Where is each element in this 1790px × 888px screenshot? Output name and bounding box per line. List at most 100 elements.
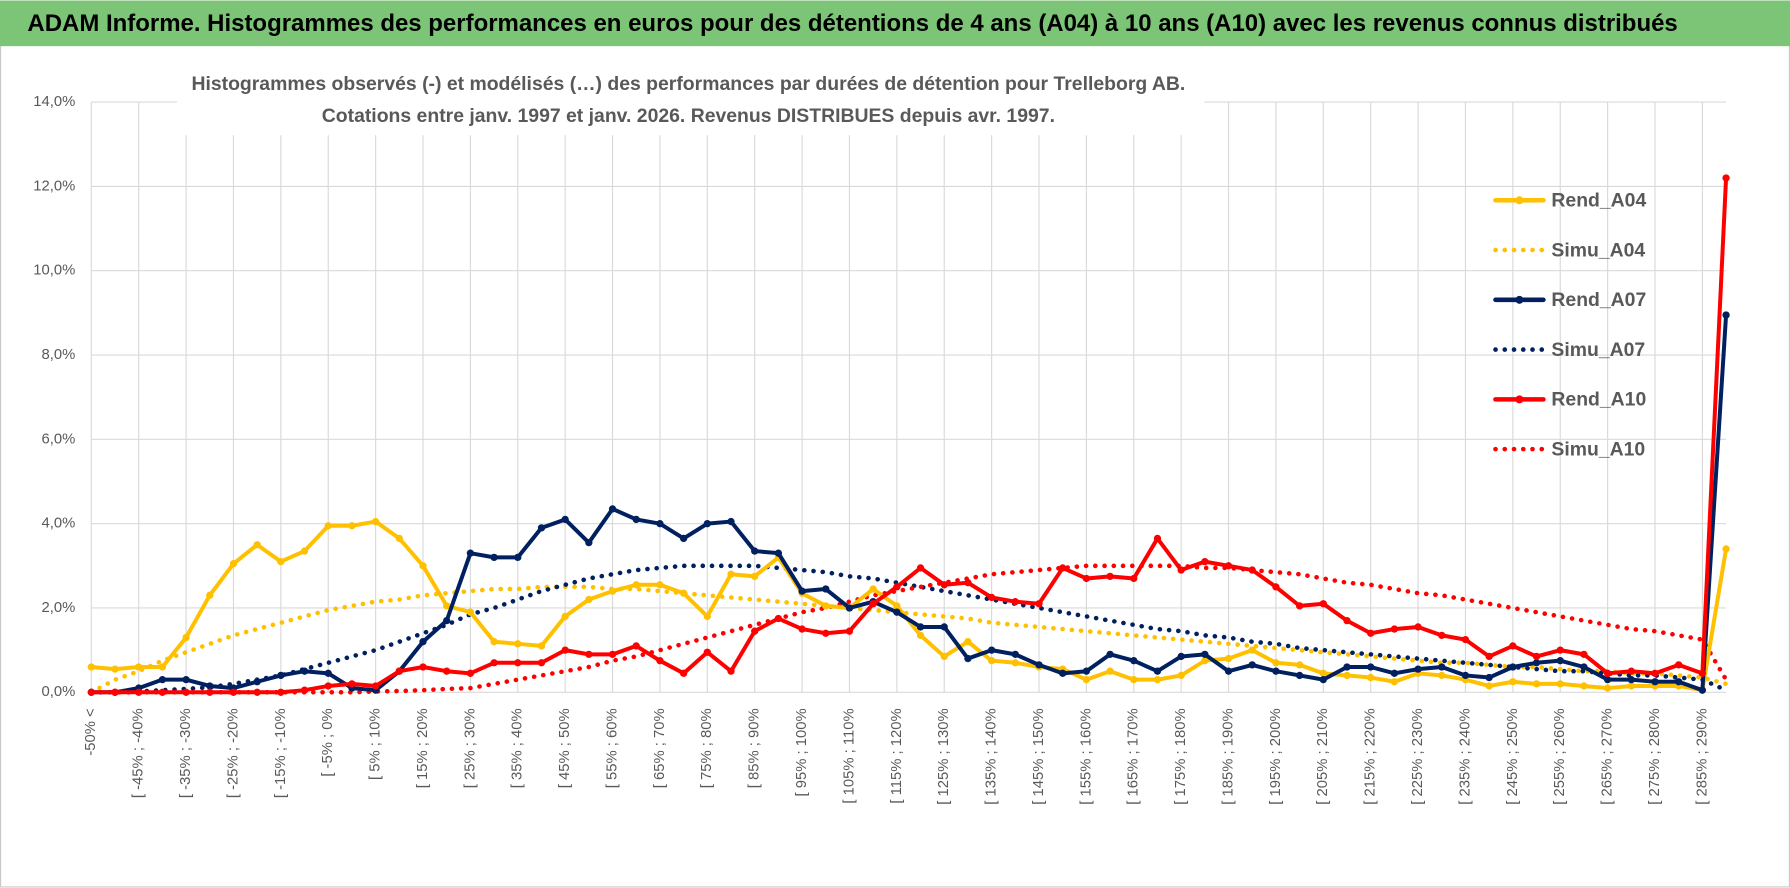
data-point xyxy=(1603,675,1612,684)
data-point xyxy=(1367,673,1375,682)
data-point xyxy=(1675,661,1683,669)
series-line xyxy=(89,584,1729,695)
data-point xyxy=(300,686,309,694)
data-point xyxy=(1627,675,1635,684)
data-point xyxy=(940,581,948,589)
x-tick-label: [ 285% ; 290% xyxy=(1694,708,1710,804)
data-point xyxy=(514,659,522,667)
data-point xyxy=(1224,654,1233,663)
x-tick-label: [ 165% ; 170% xyxy=(1126,708,1142,804)
x-tick-label: [ 45% ; 50% xyxy=(557,708,573,788)
x-tick-label: [ 105% ; 110% xyxy=(841,708,857,803)
data-point xyxy=(869,600,877,608)
data-point xyxy=(1485,673,1493,682)
data-point xyxy=(751,547,759,555)
y-tick-label: 12,0% xyxy=(33,178,75,194)
data-point xyxy=(443,616,451,625)
data-point xyxy=(253,678,261,686)
data-point xyxy=(1153,675,1162,684)
data-point xyxy=(1248,646,1256,654)
data-point xyxy=(324,682,332,690)
data-point xyxy=(1248,661,1256,669)
y-tick-label: 14,0% xyxy=(33,94,75,110)
data-point xyxy=(1201,657,1209,665)
x-tick-label: [ 135% ; 140% xyxy=(984,708,1000,804)
data-point xyxy=(585,538,593,547)
data-point xyxy=(324,522,332,530)
x-tick-label: [ 25% ; 30% xyxy=(462,708,478,788)
legend-label: Rend_A10 xyxy=(1551,389,1646,411)
data-point xyxy=(1390,625,1399,633)
data-point xyxy=(87,688,95,696)
data-point xyxy=(158,663,167,671)
data-point xyxy=(727,570,735,578)
data-point xyxy=(1295,661,1304,669)
data-point xyxy=(135,663,143,671)
x-tick-label: [ 145% ; 150% xyxy=(1031,708,1047,804)
data-point xyxy=(632,581,640,589)
data-point xyxy=(869,585,877,593)
data-point xyxy=(1201,557,1209,566)
x-tick-label: [ 215% ; 220% xyxy=(1363,708,1379,804)
data-point xyxy=(1011,659,1019,667)
x-tick-label: [ 15% ; 20% xyxy=(415,708,431,788)
data-point xyxy=(1319,675,1327,684)
data-point xyxy=(561,646,569,654)
x-tick-label: [ 85% ; 90% xyxy=(747,708,763,788)
data-point xyxy=(253,688,261,696)
data-point xyxy=(1201,650,1209,659)
data-point xyxy=(395,667,403,675)
data-point xyxy=(964,579,972,587)
data-point xyxy=(229,688,238,696)
data-point xyxy=(158,675,167,684)
data-point xyxy=(87,663,95,671)
data-point xyxy=(1603,684,1612,692)
x-tick-label: [ 75% ; 80% xyxy=(699,708,715,788)
data-point xyxy=(1556,657,1564,665)
data-point xyxy=(987,646,996,654)
data-point xyxy=(466,549,475,557)
data-point xyxy=(111,688,119,696)
data-point xyxy=(371,682,380,690)
data-point xyxy=(1177,566,1185,574)
data-point xyxy=(1272,667,1280,675)
data-point xyxy=(1177,652,1185,661)
data-point xyxy=(1224,667,1233,675)
x-tick-label: [ 225% ; 230% xyxy=(1410,708,1426,804)
data-point xyxy=(916,623,925,631)
data-point xyxy=(916,631,925,640)
data-point xyxy=(514,640,522,648)
x-tick-label: [ -15% ; -10% xyxy=(273,708,289,798)
x-tick-label: [ -25% ; -20% xyxy=(225,708,241,798)
data-point xyxy=(632,642,640,650)
legend-marker xyxy=(1515,395,1524,404)
data-point xyxy=(490,553,498,562)
data-point xyxy=(751,572,759,581)
data-point xyxy=(1580,682,1588,690)
data-point xyxy=(419,663,427,671)
data-point xyxy=(1485,682,1493,690)
data-point xyxy=(253,541,261,549)
data-point xyxy=(632,515,640,524)
data-point xyxy=(1082,675,1091,684)
x-tick-label: [ 235% ; 240% xyxy=(1457,708,1473,804)
data-point xyxy=(1059,564,1067,572)
data-point xyxy=(679,669,688,677)
data-point xyxy=(1059,669,1067,677)
data-point xyxy=(206,591,214,599)
series-line xyxy=(89,563,1729,695)
data-point xyxy=(277,688,285,696)
data-point xyxy=(490,659,498,667)
data-point xyxy=(1343,616,1351,625)
data-point xyxy=(1130,657,1138,665)
data-point xyxy=(1698,669,1707,677)
data-point xyxy=(656,581,664,589)
data-point xyxy=(514,553,522,562)
legend-label: Simu_A10 xyxy=(1551,438,1645,460)
legend-marker xyxy=(1515,196,1524,205)
data-point xyxy=(111,665,119,673)
y-tick-label: 4,0% xyxy=(42,516,76,532)
data-point xyxy=(893,608,901,616)
header-title: ADAM Informe. Histogrammes des performan… xyxy=(27,10,1677,37)
